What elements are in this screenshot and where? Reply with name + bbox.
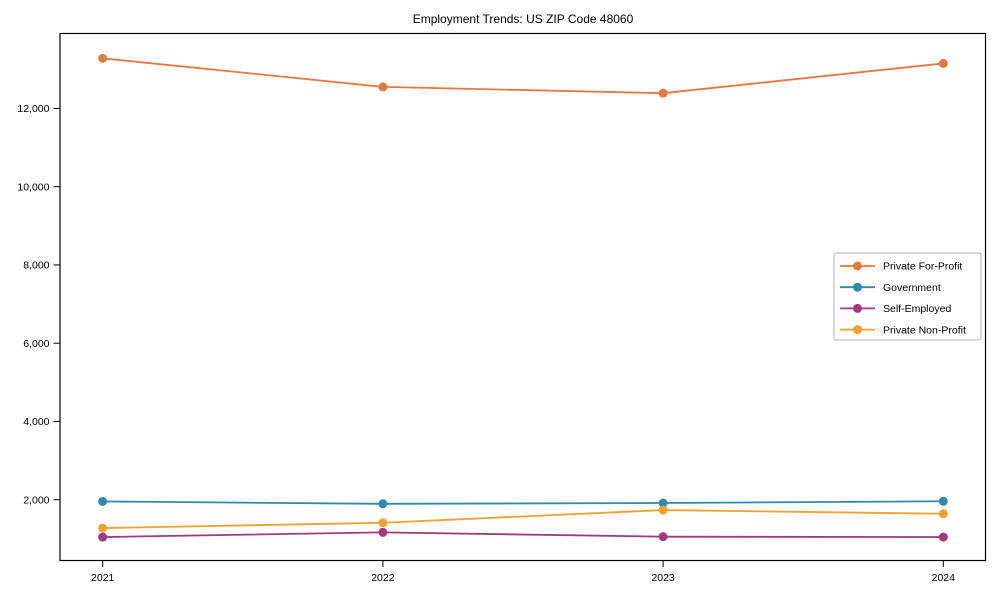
- series-marker-government: [658, 498, 668, 508]
- series-marker-self-employed: [658, 532, 668, 542]
- series-marker-private-for-profit: [658, 88, 668, 98]
- legend-label-private-non-profit: Private Non-Profit: [883, 324, 966, 336]
- series-marker-government: [98, 496, 108, 506]
- y-axis-tick-label: 4,000: [23, 416, 49, 428]
- series-marker-private-for-profit: [378, 82, 388, 92]
- series-marker-self-employed: [938, 532, 948, 542]
- x-axis-tick-label: 2021: [91, 572, 115, 584]
- series-marker-private-non-profit: [938, 509, 948, 519]
- series-marker-private-non-profit: [98, 523, 108, 533]
- y-axis-tick-label: 12,000: [17, 103, 49, 115]
- series-marker-government: [938, 496, 948, 506]
- y-axis-tick-label: 2,000: [23, 494, 49, 506]
- series-marker-government: [378, 499, 388, 509]
- legend-sample-marker-private-non-profit: [853, 325, 862, 335]
- chart-title: Employment Trends: US ZIP Code 48060: [412, 12, 634, 26]
- legend-box: [833, 252, 982, 341]
- series-marker-private-non-profit: [658, 505, 668, 515]
- series-line-private-non-profit: [101, 509, 945, 529]
- legend-sample-marker-government: [853, 282, 862, 292]
- legend-label-self-employed: Self-Employed: [883, 303, 951, 315]
- series-marker-self-employed: [378, 527, 388, 537]
- x-axis-tick-label: 2024: [932, 572, 956, 584]
- y-axis-tick-label: 8,000: [23, 260, 49, 272]
- plot-border: [59, 32, 987, 562]
- series-line-private-for-profit: [101, 57, 945, 95]
- legend-label-government: Government: [883, 282, 941, 294]
- series-line-self-employed: [101, 531, 945, 538]
- series-marker-private-for-profit: [98, 53, 108, 63]
- x-axis-tick-label: 2023: [651, 572, 675, 584]
- series-marker-private-non-profit: [378, 518, 388, 528]
- legend-label-private-for-profit: Private For-Profit: [883, 261, 962, 273]
- y-axis-tick-label: 6,000: [23, 338, 49, 350]
- y-axis-tick-label: 10,000: [17, 181, 49, 193]
- series-line-government: [101, 500, 945, 505]
- x-axis-tick-label: 2022: [371, 572, 395, 584]
- legend-sample-marker-self-employed: [853, 303, 862, 313]
- series-marker-private-for-profit: [938, 58, 948, 68]
- legend-sample-marker-private-for-profit: [853, 261, 862, 271]
- series-marker-self-employed: [98, 532, 108, 542]
